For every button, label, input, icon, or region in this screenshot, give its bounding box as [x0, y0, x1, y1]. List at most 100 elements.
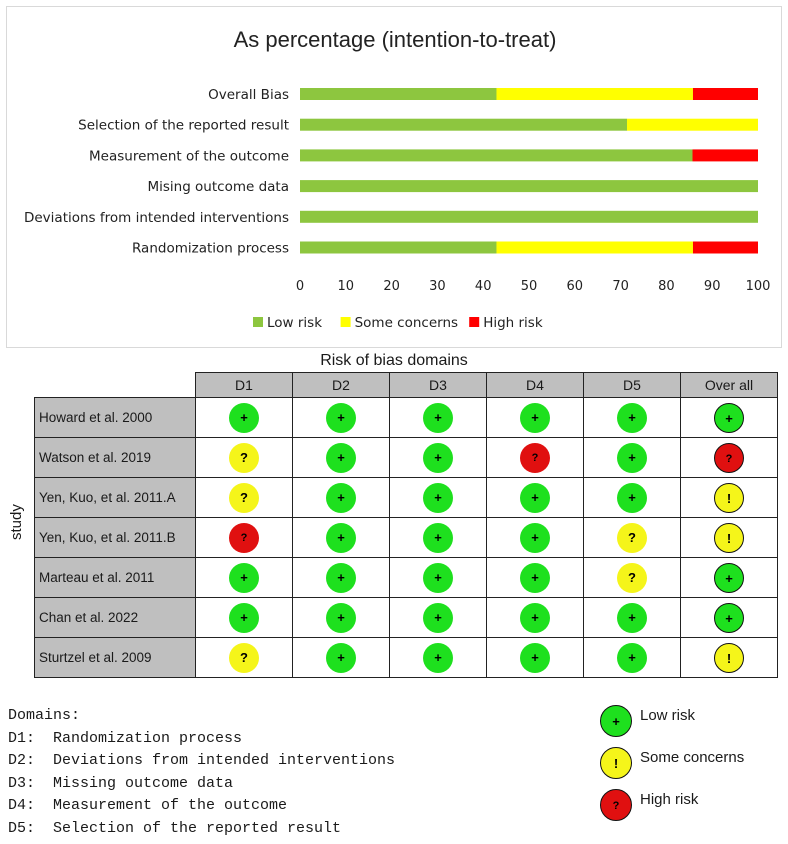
rating-cell: ?: [583, 517, 681, 558]
rating-cell: +: [292, 397, 390, 438]
bar-segment: [300, 210, 758, 223]
bar-segment: [300, 241, 497, 254]
legend-label: Some concerns: [640, 749, 745, 766]
bar-segment: [496, 241, 693, 254]
low-risk-icon: +: [326, 562, 356, 593]
low-risk-icon: +: [326, 482, 356, 513]
rating-cell: +: [389, 437, 487, 478]
rating-cell: +: [292, 637, 390, 678]
table-row: Yen, Kuo, et al. 2011.A? + + + +!: [34, 477, 778, 518]
rating-cell: +: [195, 397, 293, 438]
x-tick-label: 70: [612, 279, 629, 294]
bar-segment: [300, 118, 628, 131]
rating-cell: +: [583, 437, 681, 478]
x-tick-label: 0: [296, 279, 304, 294]
rating-cell: !: [680, 637, 778, 678]
some-concerns-icon: !: [714, 482, 744, 513]
rating-cell: +: [389, 397, 487, 438]
low-risk-icon: +: [423, 642, 453, 673]
category-label: Randomization process: [132, 241, 289, 257]
domain-item: D2: Deviations from intended interventio…: [8, 752, 396, 770]
column-header: D5: [583, 372, 681, 398]
rating-cell: +: [389, 477, 487, 518]
domain-item: D5: Selection of the reported result: [8, 819, 342, 837]
some-concerns-icon: ?: [229, 482, 259, 513]
legend-label: High risk: [640, 791, 699, 808]
rating-cell: ?: [680, 437, 778, 478]
rating-cell: +: [389, 517, 487, 558]
some-concerns-icon: !: [714, 642, 744, 673]
low-risk-icon: +: [714, 602, 744, 633]
table-row: Yen, Kuo, et al. 2011.B? + + +?!: [34, 517, 778, 558]
x-tick-label: 90: [704, 279, 721, 294]
study-name: Yen, Kuo, et al. 2011.A: [34, 477, 196, 518]
column-header: D1: [195, 372, 293, 398]
low-risk-icon: +: [520, 402, 550, 433]
high-risk-icon: ?: [229, 522, 259, 553]
some-concerns-icon: !: [600, 747, 632, 779]
legend-label: Some concerns: [355, 315, 458, 331]
rating-cell: +: [680, 597, 778, 638]
low-risk-icon: +: [423, 522, 453, 553]
some-concerns-icon: ?: [229, 442, 259, 473]
rating-cell: +: [292, 477, 390, 518]
table-corner: [34, 372, 196, 398]
low-risk-icon: +: [229, 402, 259, 433]
bar-segment: [300, 88, 497, 100]
legend-label: Low risk: [640, 707, 696, 724]
bar-segment: [692, 88, 758, 100]
rating-cell: +: [292, 517, 390, 558]
some-concerns-icon: ?: [229, 642, 259, 673]
category-label: Overall Bias: [208, 87, 289, 103]
low-risk-icon: +: [326, 642, 356, 673]
rating-cell: +: [680, 557, 778, 598]
study-name: Yen, Kuo, et al. 2011.B: [34, 517, 196, 558]
rob-domains-title: Risk of bias domains: [320, 352, 468, 369]
domain-item: D1: Randomization process: [8, 729, 243, 747]
study-name: Sturtzel et al. 2009: [34, 637, 196, 678]
table-row: Howard et al. 2000 + + + + + +: [34, 397, 778, 438]
legend-label: Low risk: [267, 315, 322, 331]
rating-cell: !: [680, 517, 778, 558]
rating-cell: +: [486, 517, 584, 558]
rating-cell: !: [680, 477, 778, 518]
study-name: Watson et al. 2019: [34, 437, 196, 478]
legend-swatch: [340, 317, 351, 327]
rating-cell: +: [389, 637, 487, 678]
low-risk-icon: +: [520, 482, 550, 513]
category-label: Measurement of the outcome: [89, 148, 289, 164]
low-risk-icon: +: [617, 482, 647, 513]
low-risk-icon: +: [617, 402, 647, 433]
table-row: Chan et al. 2022 + + + + + +: [34, 597, 778, 638]
table-row: Sturtzel et al. 2009? + + + +!: [34, 637, 778, 678]
table-row: Watson et al. 2019? + +? +?: [34, 437, 778, 478]
rating-cell: ?: [195, 517, 293, 558]
rating-cell: ?: [583, 557, 681, 598]
rating-cell: +: [389, 557, 487, 598]
rating-cell: +: [292, 597, 390, 638]
x-tick-label: 100: [746, 279, 771, 294]
low-risk-icon: +: [520, 602, 550, 633]
category-label: Mising outcome data: [147, 179, 289, 195]
low-risk-icon: +: [714, 402, 744, 433]
low-risk-icon: +: [600, 705, 632, 737]
bar-segment: [496, 88, 693, 100]
some-concerns-icon: ?: [617, 522, 647, 553]
low-risk-icon: +: [326, 442, 356, 473]
low-risk-icon: +: [423, 562, 453, 593]
rating-cell: +: [292, 557, 390, 598]
x-tick-label: 40: [475, 279, 492, 294]
low-risk-icon: +: [229, 602, 259, 633]
rating-cell: +: [583, 477, 681, 518]
rating-cell: +: [486, 597, 584, 638]
study-name: Chan et al. 2022: [34, 597, 196, 638]
domains-heading: Domains:: [8, 707, 81, 724]
x-tick-label: 20: [383, 279, 400, 294]
low-risk-icon: +: [326, 602, 356, 633]
low-risk-icon: +: [520, 642, 550, 673]
high-risk-icon: ?: [600, 789, 632, 821]
rating-cell: +: [583, 397, 681, 438]
rating-cell: +: [486, 637, 584, 678]
x-tick-label: 10: [338, 279, 355, 294]
study-axis-label: study: [8, 504, 25, 540]
